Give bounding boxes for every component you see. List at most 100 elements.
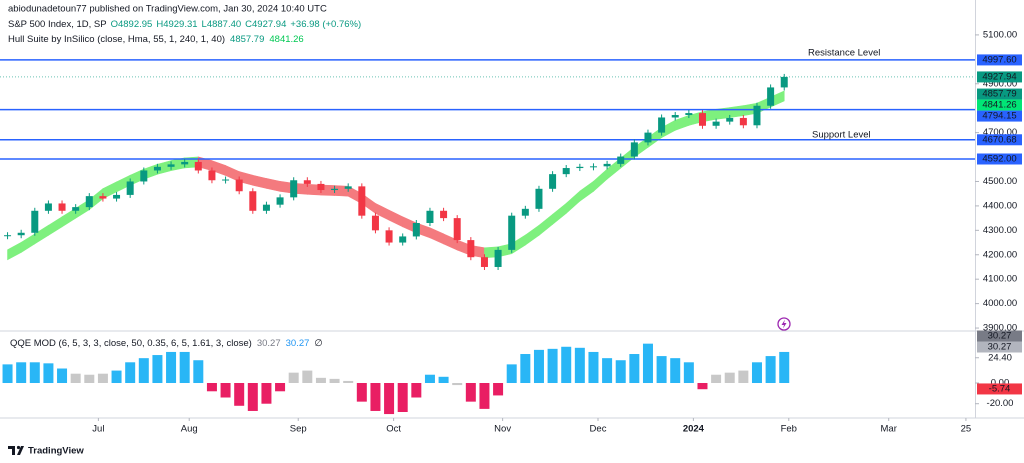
qqe-bar	[261, 383, 272, 404]
tradingview-logo	[8, 445, 24, 455]
qqe-bar	[506, 364, 517, 384]
qqe-bar	[642, 343, 653, 384]
qqe-bar	[247, 383, 258, 411]
qqe-bar	[452, 383, 463, 386]
qqe-bar	[465, 383, 476, 402]
qqe-bar	[397, 383, 408, 412]
qqe-bar	[138, 358, 149, 384]
qqe-bar	[29, 362, 40, 384]
qqe-bar	[683, 362, 694, 384]
price-label: 4857.79	[982, 89, 1016, 100]
symbol: S&P 500 Index, 1D, SP	[8, 19, 107, 30]
x-tick-label: Aug	[181, 424, 198, 435]
qqe-label: -5.74	[989, 383, 1011, 394]
qqe-bar	[615, 360, 626, 384]
qqe-bar	[574, 347, 585, 384]
x-tick-label: Feb	[781, 424, 797, 435]
qqe-bar	[670, 358, 681, 384]
price-label: 4592.00	[982, 154, 1016, 165]
price-label-box	[977, 88, 1022, 100]
qqe-bar	[533, 349, 544, 384]
brand: TradingView	[28, 446, 84, 457]
x-tick-label: Sep	[290, 424, 307, 435]
price-label: 4670.68	[982, 134, 1016, 145]
qqe-bar	[2, 364, 13, 384]
qqe-bar	[343, 380, 354, 384]
x-tick-label: Oct	[386, 424, 401, 435]
y-tick-label: 4700.00	[983, 127, 1017, 138]
qqe-label: 30.27	[988, 342, 1012, 353]
qqe-bar	[193, 360, 204, 384]
qqe-legend-value: ∅	[314, 338, 322, 349]
qqe-bar	[411, 383, 422, 398]
qqe-bar	[438, 376, 449, 384]
qqe-bar	[220, 383, 231, 398]
qqe-label: 30.27	[988, 331, 1012, 342]
qqe-bar	[329, 378, 340, 384]
x-tick-label: 2024	[683, 424, 705, 435]
y-tick-label: 5100.00	[983, 29, 1017, 40]
qqe-bar	[479, 383, 490, 409]
qqe-bar	[70, 373, 81, 384]
y-tick-label: 4200.00	[983, 249, 1017, 260]
ohlc-value: L4887.40	[202, 19, 242, 30]
y-tick-label: 4400.00	[983, 200, 1017, 211]
ohlc-value: +36.98 (+0.76%)	[290, 19, 361, 30]
price-label: 4841.26	[982, 100, 1016, 111]
qqe-bar	[275, 383, 286, 392]
y-tick-label: 4900.00	[983, 78, 1017, 89]
price-label-box	[977, 99, 1022, 111]
qqe-label-box	[977, 341, 1022, 353]
price-label-box	[977, 134, 1022, 146]
x-tick-label: Nov	[494, 424, 511, 435]
qqe-bar	[152, 355, 163, 384]
alert-icon	[777, 317, 791, 331]
qqe-legend-value: 30.27	[257, 338, 281, 349]
qqe-bar	[97, 373, 108, 384]
qqe-bar	[43, 363, 54, 384]
qqe-bar	[697, 383, 708, 390]
qqe-bar	[206, 383, 217, 392]
qqe-bar	[166, 351, 177, 384]
qqe-bar	[125, 362, 136, 384]
qqe-bar	[547, 348, 558, 384]
price-label: 4927.94	[982, 71, 1016, 82]
x-tick-label: Mar	[881, 424, 897, 435]
qqe-bar	[424, 374, 435, 384]
price-label-box	[977, 153, 1022, 165]
qqe-bar	[588, 351, 599, 384]
ohlc-value: H4929.31	[156, 19, 197, 30]
qqe-bar	[111, 370, 122, 384]
ohlc-value: C4927.94	[245, 19, 286, 30]
x-tick-label: 25	[961, 424, 972, 435]
qqe-bar	[629, 354, 640, 384]
y-tick-label: 24.40	[988, 352, 1012, 363]
qqe-label-box	[977, 330, 1022, 342]
qqe-bar	[57, 368, 68, 384]
qqe-bar	[724, 372, 735, 384]
qqe-bar	[234, 383, 245, 406]
y-tick-label: 3900.00	[983, 323, 1017, 334]
qqe-bar	[315, 377, 326, 384]
price-label: 4794.15	[982, 111, 1016, 122]
annotation: Support Level	[812, 130, 871, 141]
price-label-box	[977, 71, 1022, 83]
qqe-bar	[288, 372, 299, 384]
x-tick-label: Dec	[590, 424, 607, 435]
qqe-bar	[370, 383, 381, 411]
y-tick-label: -20.00	[987, 398, 1014, 409]
y-tick-label: 0.00	[991, 378, 1010, 389]
qqe-bar	[711, 374, 722, 384]
qqe-bar	[738, 370, 749, 384]
qqe-bar	[656, 356, 667, 384]
qqe-bar	[493, 383, 504, 396]
qqe-bar	[561, 346, 572, 384]
qqe-bar	[765, 356, 776, 384]
indicator-value: 4857.79	[230, 34, 264, 45]
qqe-bar	[384, 383, 395, 415]
y-tick-label: 4000.00	[983, 298, 1017, 309]
indicator-line: Hull Suite by InSilico (close, Hma, 55, …	[8, 34, 304, 45]
indicator-value: 4841.26	[269, 34, 303, 45]
qqe-bar	[520, 354, 531, 384]
